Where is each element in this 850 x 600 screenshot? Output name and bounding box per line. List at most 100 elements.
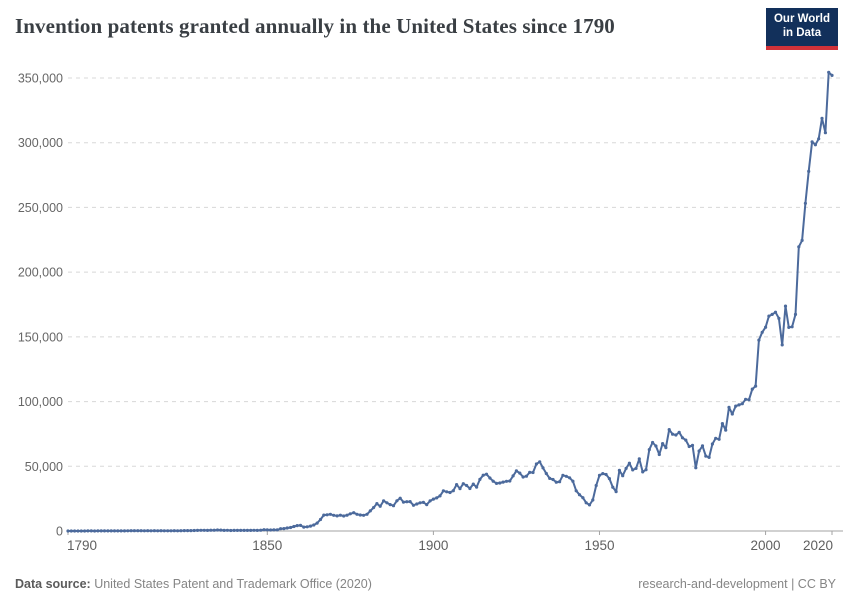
data-point[interactable] (810, 140, 814, 144)
data-point[interactable] (99, 529, 103, 533)
data-point[interactable] (249, 528, 253, 533)
data-point[interactable] (93, 529, 97, 533)
data-point[interactable] (587, 503, 592, 507)
data-point[interactable] (624, 466, 628, 470)
data-point[interactable] (166, 529, 170, 533)
data-point[interactable] (116, 529, 120, 533)
data-point[interactable] (431, 497, 435, 501)
data-point[interactable] (484, 472, 489, 476)
data-point[interactable] (219, 528, 223, 532)
data-point[interactable] (382, 499, 386, 503)
data-point[interactable] (285, 526, 289, 530)
data-point[interactable] (421, 500, 425, 504)
data-point[interactable] (724, 428, 728, 432)
data-point[interactable] (680, 436, 685, 440)
data-point[interactable] (275, 528, 279, 532)
data-point[interactable] (345, 513, 349, 517)
data-point[interactable] (262, 528, 266, 532)
data-point[interactable] (777, 316, 781, 320)
data-point[interactable] (458, 487, 462, 491)
data-point[interactable] (352, 511, 356, 515)
data-point[interactable] (571, 479, 575, 483)
data-point[interactable] (508, 479, 512, 483)
data-point[interactable] (558, 480, 562, 484)
data-point[interactable] (259, 528, 263, 532)
data-point[interactable] (348, 512, 352, 516)
data-point[interactable] (631, 468, 635, 472)
data-point[interactable] (591, 498, 595, 502)
data-point[interactable] (654, 444, 658, 448)
data-point[interactable] (129, 529, 133, 533)
data-point[interactable] (787, 325, 791, 329)
data-point[interactable] (757, 338, 761, 342)
data-point[interactable] (428, 499, 432, 503)
data-point[interactable] (245, 528, 249, 533)
data-point[interactable] (617, 468, 622, 472)
data-point[interactable] (362, 513, 366, 517)
data-point[interactable] (279, 527, 283, 531)
data-point[interactable] (478, 477, 482, 481)
data-point[interactable] (704, 454, 708, 458)
data-point[interactable] (69, 529, 73, 533)
data-point[interactable] (86, 529, 90, 533)
data-point[interactable] (229, 528, 233, 533)
data-point[interactable] (265, 528, 269, 532)
data-point[interactable] (136, 529, 140, 533)
data-point[interactable] (401, 500, 406, 504)
data-point[interactable] (435, 496, 439, 500)
data-point[interactable] (149, 529, 153, 533)
data-point[interactable] (717, 437, 721, 441)
data-point[interactable] (375, 502, 379, 506)
data-point[interactable] (156, 529, 160, 533)
data-point[interactable] (186, 529, 190, 533)
data-point[interactable] (611, 485, 615, 489)
data-point[interactable] (235, 528, 239, 533)
data-point[interactable] (159, 529, 163, 533)
data-point[interactable] (807, 169, 811, 173)
data-point[interactable] (411, 503, 416, 507)
data-point[interactable] (468, 486, 472, 491)
data-point[interactable] (581, 496, 585, 500)
data-point[interactable] (531, 470, 535, 475)
data-point[interactable] (146, 529, 150, 533)
data-point[interactable] (455, 483, 459, 487)
data-point[interactable] (793, 312, 798, 316)
data-point[interactable] (205, 528, 210, 533)
data-point[interactable] (518, 471, 522, 475)
data-point[interactable] (534, 462, 539, 466)
data-point[interactable] (614, 490, 618, 494)
data-point[interactable] (494, 481, 499, 485)
data-point[interactable] (538, 460, 542, 464)
data-point[interactable] (667, 428, 671, 432)
data-point[interactable] (488, 476, 492, 480)
data-point[interactable] (521, 475, 525, 479)
data-point[interactable] (621, 474, 625, 478)
data-point[interactable] (126, 529, 130, 533)
data-point[interactable] (73, 529, 77, 533)
data-point[interactable] (627, 461, 632, 465)
data-point[interactable] (694, 466, 698, 470)
data-point[interactable] (548, 476, 552, 480)
data-point[interactable] (222, 528, 226, 533)
data-point[interactable] (325, 513, 329, 517)
data-point[interactable] (551, 477, 555, 482)
data-point[interactable] (577, 493, 582, 497)
data-point[interactable] (597, 473, 602, 477)
data-point[interactable] (255, 528, 259, 533)
data-point[interactable] (481, 473, 485, 477)
data-point[interactable] (302, 525, 306, 529)
data-point[interactable] (687, 444, 691, 449)
data-point[interactable] (79, 529, 83, 533)
data-point[interactable] (671, 432, 675, 436)
data-point[interactable] (342, 514, 346, 518)
data-point[interactable] (720, 422, 725, 426)
data-point[interactable] (584, 501, 588, 505)
data-point[interactable] (767, 314, 771, 318)
data-point[interactable] (365, 512, 369, 516)
data-point[interactable] (445, 490, 449, 494)
data-point[interactable] (176, 529, 180, 533)
data-point[interactable] (338, 513, 342, 517)
data-point[interactable] (651, 440, 655, 445)
data-point[interactable] (152, 529, 156, 533)
data-point[interactable] (773, 310, 778, 314)
